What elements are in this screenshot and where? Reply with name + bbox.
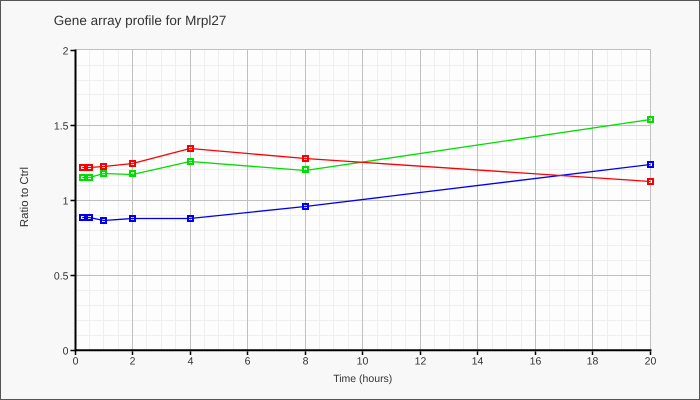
svg-text:1.5: 1.5	[54, 120, 69, 132]
svg-text:4: 4	[188, 356, 194, 368]
svg-text:0: 0	[73, 356, 79, 368]
svg-text:Time (hours): Time (hours)	[333, 373, 392, 385]
svg-text:6: 6	[245, 356, 251, 368]
svg-text:10: 10	[357, 356, 369, 368]
svg-text:1: 1	[63, 195, 69, 207]
svg-text:Gene array profile for Mrpl27: Gene array profile for Mrpl27	[54, 13, 227, 28]
svg-text:14: 14	[472, 356, 484, 368]
svg-text:12: 12	[415, 356, 427, 368]
svg-text:18: 18	[587, 356, 599, 368]
svg-text:Ratio to Ctrl: Ratio to Ctrl	[19, 167, 31, 227]
svg-text:8: 8	[303, 356, 309, 368]
svg-text:0: 0	[63, 345, 69, 357]
svg-text:16: 16	[530, 356, 542, 368]
svg-text:0.5: 0.5	[54, 270, 69, 282]
svg-text:2: 2	[63, 45, 69, 57]
svg-text:2: 2	[130, 356, 136, 368]
svg-text:20: 20	[645, 356, 657, 368]
